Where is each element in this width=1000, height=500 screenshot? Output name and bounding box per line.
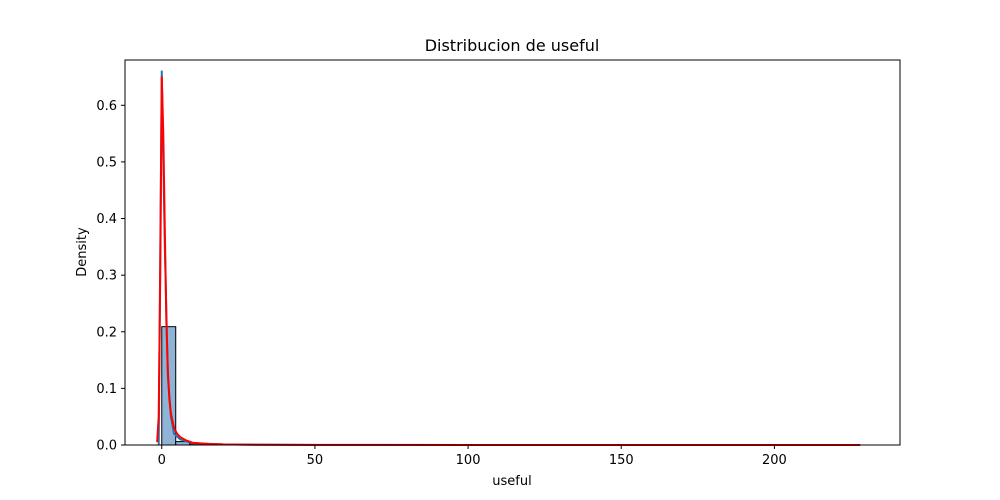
y-axis-label: Density (75, 227, 90, 277)
y-axis: 0.0 0.1 0.2 0.3 0.4 0.5 0.6 (96, 99, 125, 454)
y-tick-label: 0.6 (96, 99, 117, 114)
plot-frame (124, 59, 901, 446)
x-tick-label: 100 (456, 453, 481, 468)
x-axis-label: useful (492, 474, 531, 489)
y-tick-label: 0.3 (96, 269, 117, 284)
y-tick-label: 0.4 (96, 212, 117, 227)
chart-title: Distribucion de useful (425, 36, 600, 55)
y-tick-label: 0.0 (96, 439, 117, 454)
density-line-2 (156, 75, 861, 446)
x-axis: 0 50 100 150 200 (158, 445, 787, 468)
y-tick-label: 0.1 (96, 382, 117, 397)
y-tick-label: 0.5 (96, 155, 117, 170)
y-tick-label: 0.2 (96, 325, 117, 340)
x-tick-label: 0 (158, 453, 166, 468)
x-tick-label: 50 (307, 453, 324, 468)
plot-area (156, 70, 861, 446)
x-tick-label: 200 (762, 453, 787, 468)
density-line-1 (157, 70, 861, 446)
x-tick-label: 150 (609, 453, 634, 468)
